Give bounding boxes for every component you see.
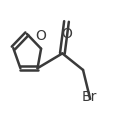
Text: O: O [61, 27, 72, 41]
Text: Br: Br [81, 90, 97, 104]
Text: O: O [36, 29, 47, 43]
